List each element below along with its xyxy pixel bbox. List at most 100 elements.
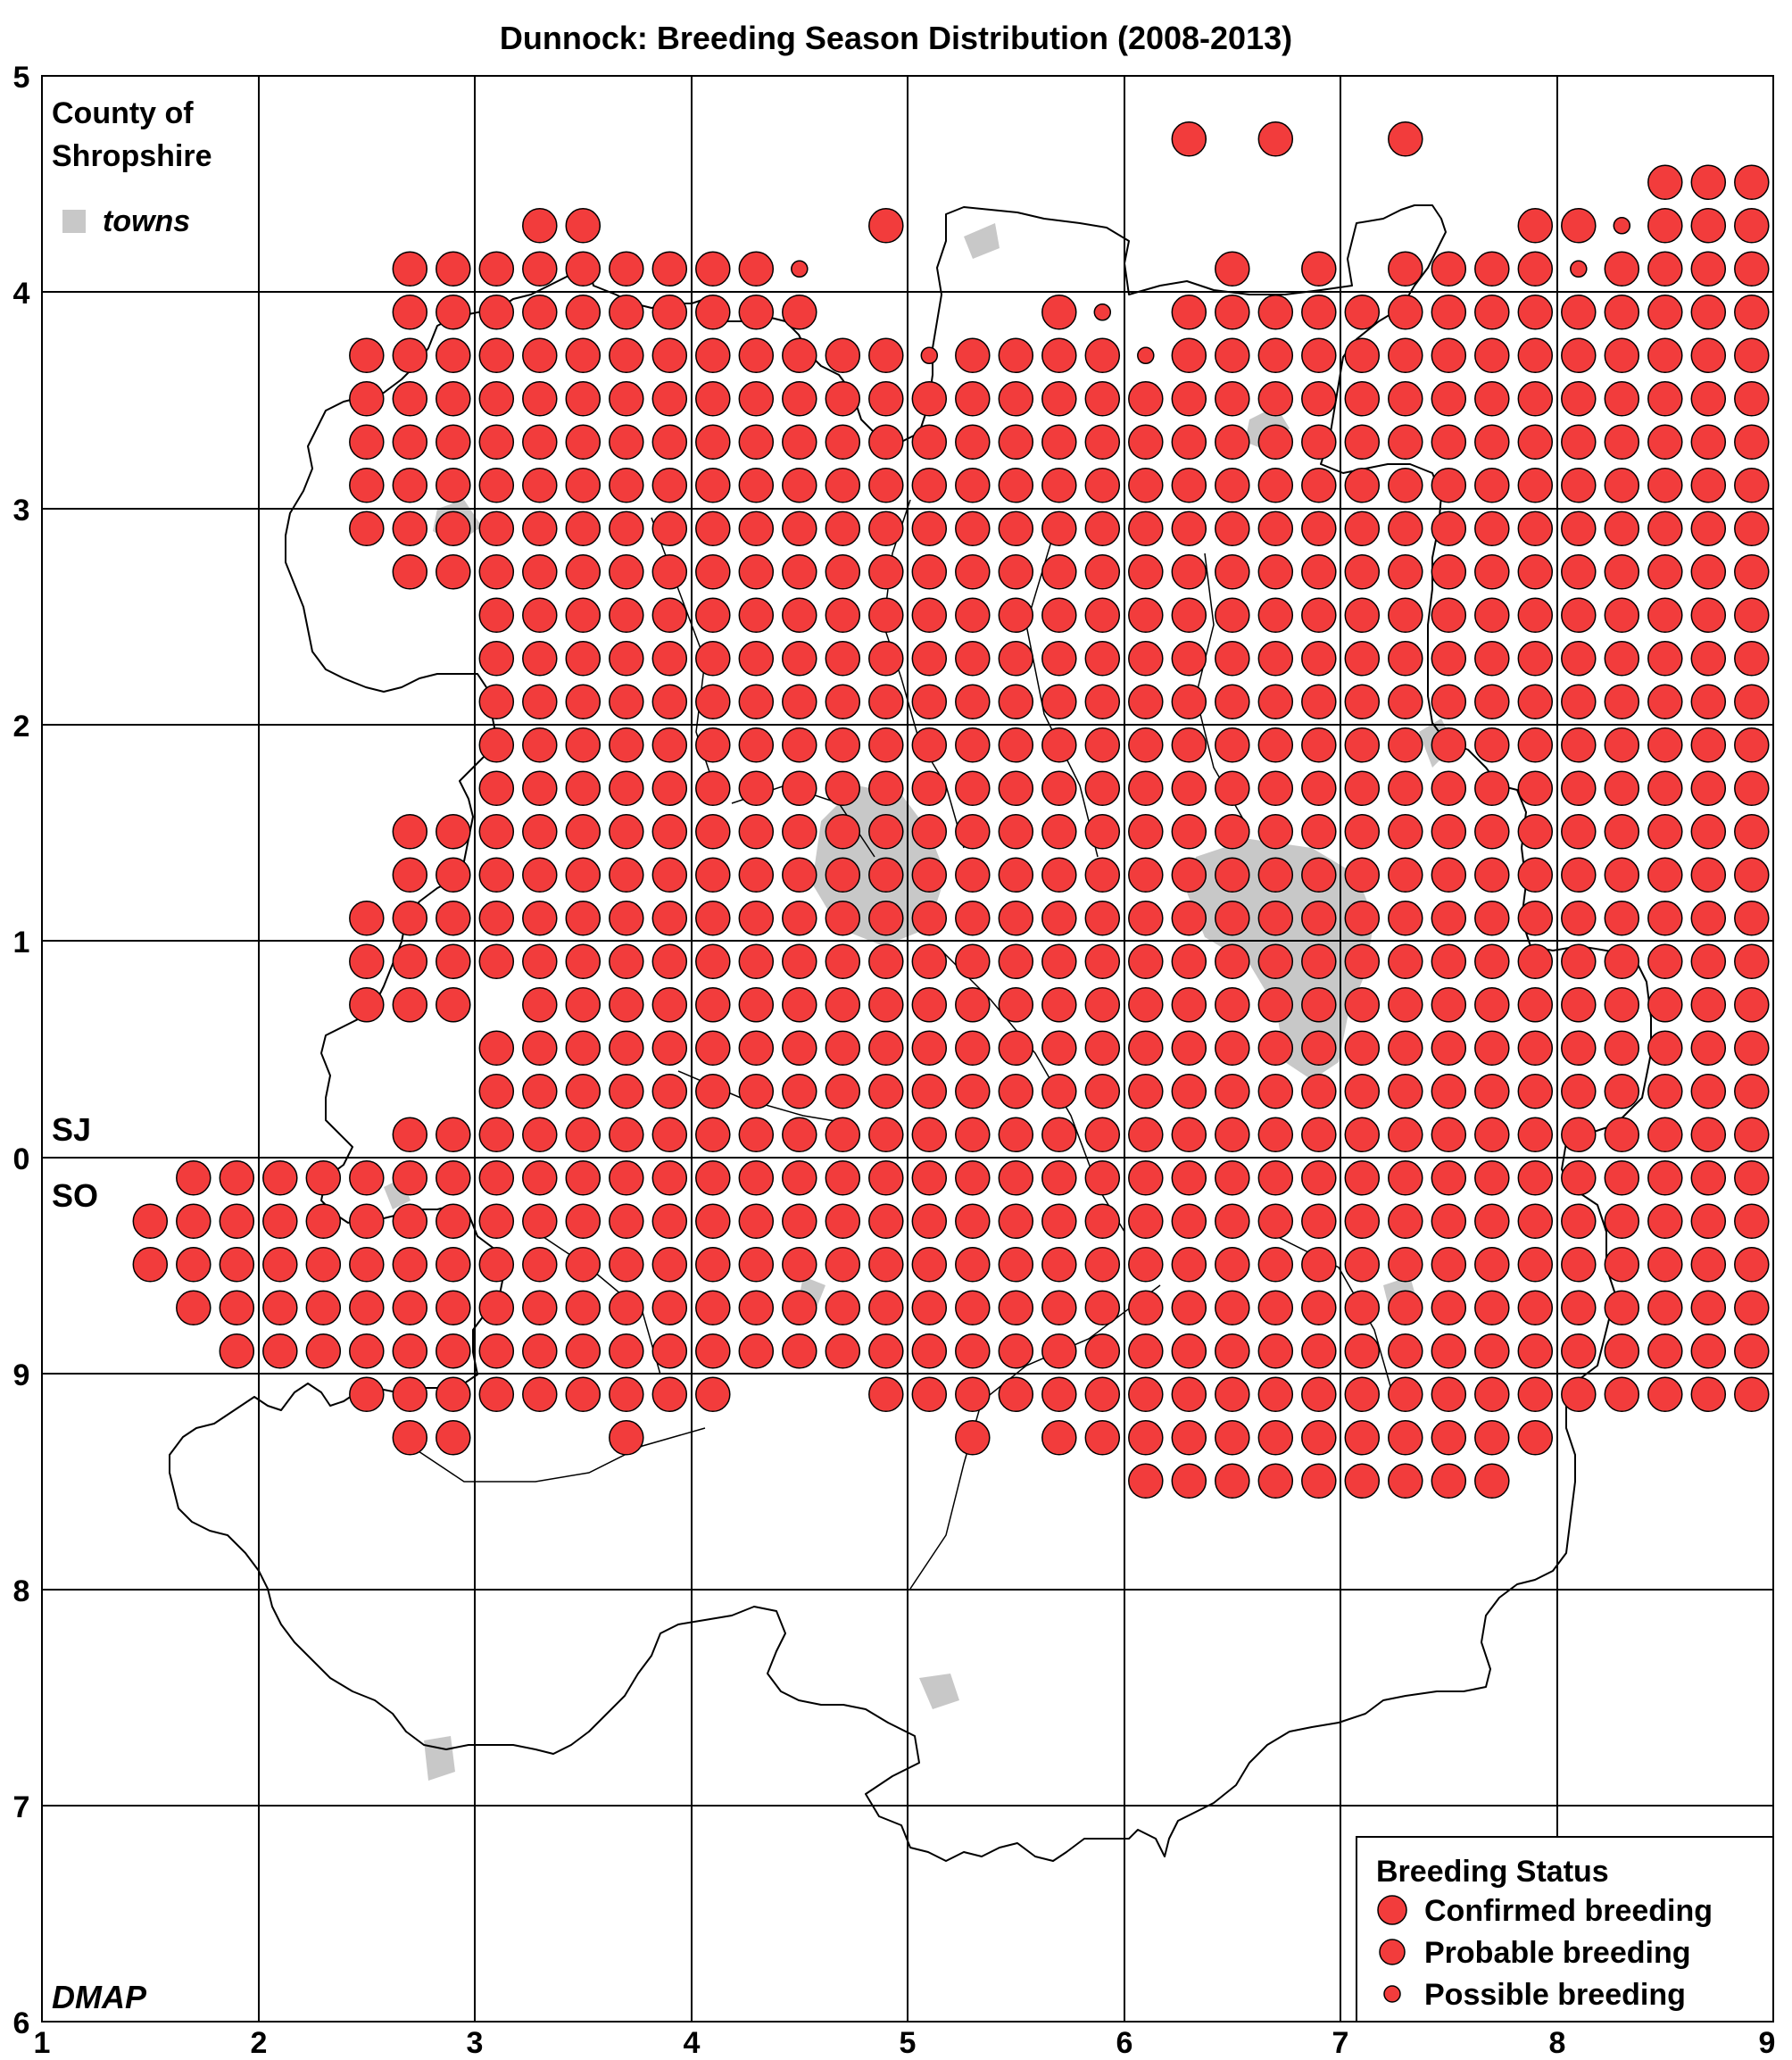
- tetrad-dot: [825, 727, 861, 763]
- tetrad-dot: [1690, 770, 1727, 807]
- tetrad-dot: [1257, 1247, 1294, 1283]
- tetrad-dot: [825, 1074, 861, 1109]
- tetrad-dot: [695, 857, 731, 893]
- tetrad-dot: [1301, 901, 1337, 936]
- tetrad-dot: [868, 424, 904, 461]
- tetrad-dot: [305, 1247, 342, 1283]
- tetrad-dot: [1301, 337, 1337, 374]
- tetrad-dot: [436, 511, 471, 547]
- tetrad-dot: [1474, 901, 1510, 936]
- tetrad-dot: [1517, 1333, 1554, 1369]
- tetrad-dot: [609, 511, 644, 547]
- tetrad-dot: [1301, 511, 1337, 547]
- tetrad-dot: [1128, 1203, 1164, 1240]
- tetrad-dot: [695, 337, 731, 374]
- tetrad-dot: [478, 1160, 515, 1196]
- tetrad-dot: [1388, 1203, 1423, 1240]
- tetrad-dot: [1604, 295, 1640, 330]
- tetrad-dot: [609, 337, 644, 374]
- tetrad-dot: [1734, 164, 1770, 201]
- tetrad-dot: [1690, 424, 1727, 461]
- tetrad-dot: [1690, 251, 1727, 287]
- tetrad-dot: [998, 814, 1034, 850]
- tetrad-dot: [478, 727, 515, 763]
- tetrad-dot: [1604, 943, 1640, 980]
- y-axis-labels: 5 4 3 2 1 0 9 8 7 6: [13, 61, 30, 2040]
- tetrad-dot: [998, 1030, 1034, 1067]
- y-tick: 7: [13, 1790, 30, 1824]
- tetrad-dot: [782, 641, 817, 677]
- tetrad-dot: [522, 597, 558, 634]
- tetrad-dot: [1301, 295, 1337, 330]
- tetrad-dot: [436, 1376, 471, 1413]
- tetrad-dot: [1734, 684, 1770, 720]
- tetrad-dot: [1734, 597, 1770, 634]
- tetrad-dot: [565, 1376, 601, 1413]
- tetrad-dot: [1084, 554, 1121, 590]
- tetrad-dot: [1517, 554, 1554, 590]
- tetrad-dot: [1474, 1463, 1510, 1499]
- tetrad-dot: [1215, 1030, 1250, 1067]
- tetrad-dot: [262, 1290, 298, 1326]
- tetrad-dot: [522, 684, 558, 720]
- tetrad-dot: [782, 554, 817, 590]
- tetrad-dot: [305, 1333, 342, 1369]
- tetrad-dot: [825, 1117, 861, 1153]
- tetrad-dot: [1690, 943, 1727, 980]
- tetrad-dot: [998, 641, 1034, 677]
- tetrad-dot: [1215, 295, 1250, 330]
- tetrad-dot: [695, 1290, 731, 1326]
- tetrad-dot: [955, 1290, 991, 1326]
- tetrad-dot: [1344, 1247, 1381, 1283]
- tetrad-dot: [1734, 251, 1770, 287]
- tetrad-dot: [1041, 1376, 1077, 1413]
- tetrad-dot: [1613, 217, 1631, 235]
- tetrad-dot: [1647, 1290, 1683, 1326]
- tetrad-dot: [1084, 857, 1121, 893]
- town-area: [964, 223, 1000, 259]
- tetrad-dot: [1474, 641, 1510, 677]
- x-tick: 3: [467, 2026, 484, 2060]
- tetrad-dot: [1344, 727, 1381, 763]
- tetrad-dot: [868, 987, 904, 1023]
- tetrad-dot: [1257, 943, 1294, 980]
- tetrad-dot: [436, 1333, 471, 1369]
- tetrad-dot: [478, 1290, 515, 1326]
- tetrad-dot: [738, 424, 775, 461]
- tetrad-dot: [1301, 1420, 1337, 1456]
- tetrad-dot: [1647, 1074, 1683, 1109]
- tetrad-dot: [1431, 1117, 1467, 1153]
- tetrad-dot: [436, 1420, 471, 1456]
- tetrad-dot: [565, 337, 601, 374]
- tetrad-dot: [609, 1420, 644, 1456]
- tetrad-dot: [1257, 814, 1294, 850]
- tetrad-dot: [1647, 164, 1683, 201]
- tetrad-dot: [1734, 1203, 1770, 1240]
- tetrad-dot: [955, 987, 991, 1023]
- tetrad-dot: [1647, 641, 1683, 677]
- tetrad-dot: [436, 251, 471, 287]
- tetrad-dot: [349, 468, 385, 503]
- tetrad-dot: [782, 1117, 817, 1153]
- tetrad-dot: [651, 251, 688, 287]
- tetrad-dot: [565, 814, 601, 850]
- tetrad-dot: [1734, 424, 1770, 461]
- tetrad-dot: [1171, 727, 1207, 763]
- x-tick: 1: [34, 2026, 51, 2060]
- tetrad-dot: [1431, 511, 1467, 547]
- tetrad-dot: [998, 857, 1034, 893]
- tetrad-dot: [1128, 1160, 1164, 1196]
- tetrad-dot: [651, 1030, 688, 1067]
- tetrad-dot: [1690, 597, 1727, 634]
- tetrad-dot: [1474, 381, 1510, 417]
- tetrad-dot: [1604, 1117, 1640, 1153]
- tetrad-dot: [522, 814, 558, 850]
- tetrad-dot: [1690, 1247, 1727, 1283]
- tetrad-dot: [392, 1420, 428, 1456]
- tetrad-dot: [1344, 1160, 1381, 1196]
- tetrad-dot: [1301, 1247, 1337, 1283]
- tetrad-dot: [522, 987, 558, 1023]
- tetrad-dot: [478, 901, 515, 936]
- tetrad-dot: [1128, 727, 1164, 763]
- tetrad-dot: [1561, 641, 1597, 677]
